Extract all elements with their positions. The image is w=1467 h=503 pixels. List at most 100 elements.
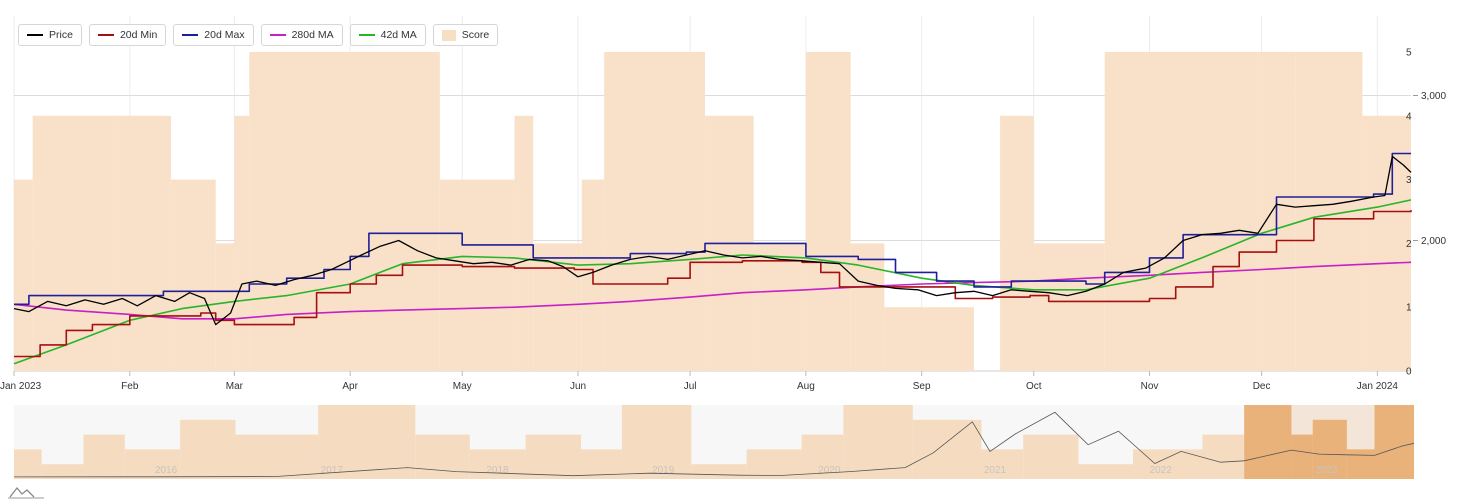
legend-label: Price (49, 29, 73, 41)
navigator-score-bar (1023, 434, 1079, 479)
navigator-score-bar (180, 419, 236, 479)
navigator-score-bar (1078, 464, 1134, 479)
score-bar (439, 179, 515, 371)
y-score-tick-label: 3 (1406, 175, 1412, 186)
navigator-year-label: 2016 (155, 465, 178, 476)
x-tick-label: Aug (797, 381, 815, 392)
legend-label: 42d MA (380, 29, 417, 41)
navigator-score-bar (691, 464, 747, 479)
navigator-price-line (13, 411, 1415, 478)
y-score-tick-label: 1 (1406, 303, 1412, 314)
navigator-year-label: 2020 (818, 465, 841, 476)
navigator-score-bar (801, 434, 844, 479)
score-bar (1104, 52, 1150, 371)
x-tick-label: Mar (226, 381, 244, 392)
y-score-tick-label: 2 (1406, 239, 1412, 250)
x-tick-label: Apr (342, 381, 358, 392)
navigator-year-label: 2023 (1315, 465, 1338, 476)
y-score-tick-label: 5 (1406, 48, 1412, 59)
navigator-selected-score-bar (1312, 419, 1347, 479)
legend-item-42d-ma[interactable]: 42d MA (349, 24, 426, 46)
x-tick-label: Jan 2023 (0, 381, 42, 392)
x-tick-label: Dec (1253, 381, 1271, 392)
navigator-selected-score-bar (1244, 405, 1292, 479)
navigator-year-label: 2018 (486, 465, 509, 476)
score-bar (604, 52, 706, 371)
navigator-year-label: 2019 (652, 465, 675, 476)
navigator-selected-score-bar (1291, 434, 1313, 479)
score-bar (215, 243, 235, 371)
x-axis: Jan 2023 Feb Mar Apr May Jun Jul Aug Sep Oct Nov De… (0, 371, 1398, 392)
x-tick-label: Feb (121, 381, 139, 392)
legend-item-price[interactable]: Price (18, 24, 82, 46)
navigator-score-bar (912, 419, 982, 479)
navigator-selected-score-bar (1346, 449, 1375, 479)
legend-item-20d-min[interactable]: 20d Min (88, 24, 167, 46)
navigator-score-bar (124, 449, 181, 479)
navigator-score-bar (14, 449, 42, 479)
series-42d-ma (13, 199, 1412, 365)
legend-swatch (269, 34, 286, 36)
x-tick-label: May (453, 381, 472, 392)
navigator-score-bar (83, 434, 125, 479)
score-bar (249, 52, 440, 371)
score-bar (805, 52, 851, 371)
legend-label: Score (461, 29, 490, 41)
y-axis-right: 0 1 2 3 4 5 2,000 3,000 (1406, 48, 1446, 378)
y-price-tick-label: 2,000 (1421, 236, 1446, 247)
main-chart[interactable]: Jan 2023 Feb Mar Apr May Jun Jul Aug Sep Oct Nov De… (0, 0, 1467, 400)
x-tick-label: Nov (1141, 381, 1159, 392)
y-score-tick-label: 0 (1406, 367, 1412, 378)
score-bar (884, 307, 974, 371)
score-bar (1000, 115, 1034, 371)
y-price-tick-label: 3,000 (1421, 91, 1446, 102)
navigator-score-bar (981, 449, 1024, 479)
navigator-score-bar (41, 464, 84, 479)
navigator-score-bar (843, 405, 913, 479)
legend-item-20d-max[interactable]: 20d Max (173, 24, 254, 46)
legend-swatch (27, 34, 43, 36)
series-20d-max (14, 152, 1411, 306)
legend-item-280d-ma[interactable]: 280d MA (260, 24, 343, 46)
y-score-tick-label: 4 (1406, 111, 1412, 122)
navigator-year-label: 2022 (1150, 465, 1173, 476)
navigator-score-bar (415, 434, 470, 479)
legend-swatch (358, 34, 375, 36)
legend-item-score[interactable]: Score (432, 24, 499, 46)
score-bar (170, 179, 216, 371)
x-tick-label: Oct (1026, 381, 1042, 392)
score-bar (14, 179, 33, 371)
series-lines (13, 152, 1412, 365)
legend-swatch (441, 29, 456, 41)
navigator-score-bar (318, 405, 416, 479)
x-tick-label: Jun (570, 381, 586, 392)
series-price (13, 155, 1412, 326)
score-bar (753, 243, 806, 371)
score-bar (114, 115, 171, 371)
legend-label: 20d Min (119, 29, 158, 41)
score-bar (32, 115, 115, 371)
score-bar (1033, 243, 1105, 371)
score-bar (1149, 52, 1258, 371)
series-20d-min (14, 210, 1412, 358)
legend-label: 280d MA (291, 29, 334, 41)
navigator-year-labels: 2016 2017 2018 2019 2020 2021 2022 2023 (155, 465, 1338, 476)
score-bar (1362, 115, 1411, 371)
x-tick-label: Jul (684, 381, 697, 392)
navigator-selected-score (1244, 405, 1414, 479)
navigator-score-bar (235, 434, 319, 479)
score-bar (234, 115, 250, 371)
navigator-year-label: 2021 (984, 465, 1007, 476)
navigator-selected-score-bar (1374, 405, 1414, 479)
navigator-score-bar (525, 434, 581, 479)
x-tick-label: Jan 2024 (1357, 381, 1399, 392)
series-280d-ma (13, 261, 1412, 320)
navigator-year-label: 2017 (321, 465, 344, 476)
navigator-score-bar (621, 405, 692, 479)
legend-swatch (182, 34, 199, 36)
legend-swatch (97, 34, 114, 36)
logo-icon (8, 486, 44, 499)
navigator-score-bar (1202, 434, 1245, 479)
x-tick-label: Sep (913, 381, 931, 392)
